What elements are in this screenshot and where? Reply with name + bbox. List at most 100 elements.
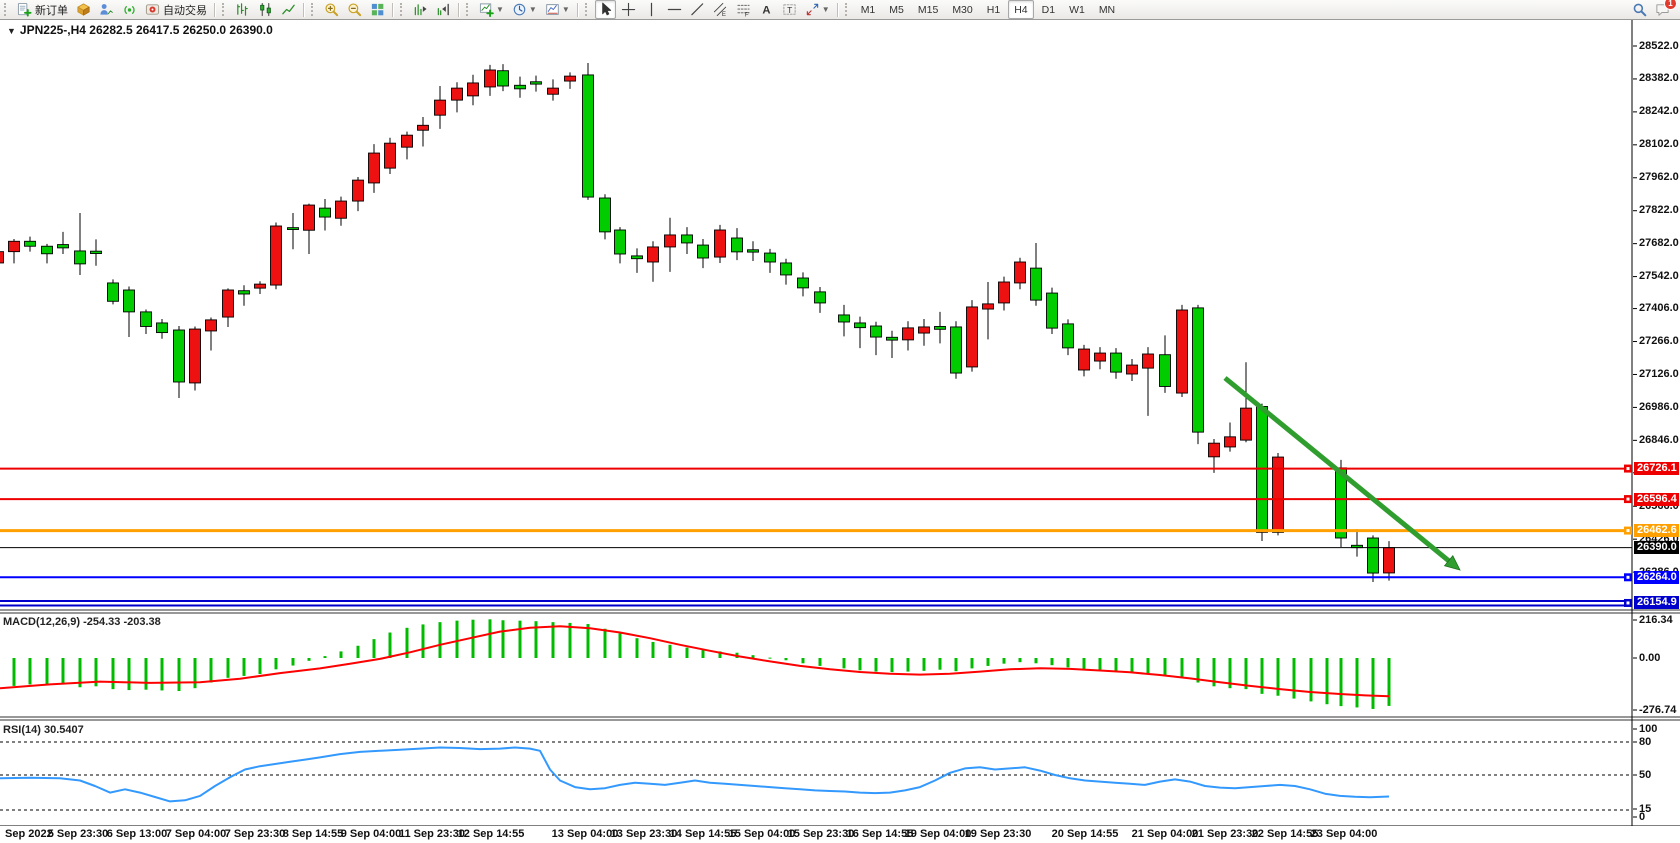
tf-mn[interactable]: MN xyxy=(1093,0,1121,19)
time-tick-label: 16 Sep 14:55 xyxy=(846,828,914,840)
vline-tool[interactable] xyxy=(641,0,662,19)
fibonacci-icon: F xyxy=(736,2,751,17)
toolbar-grip xyxy=(311,3,318,16)
time-tick-label: 22 Sep 14:55 xyxy=(1251,828,1319,840)
tf-w1-label: W1 xyxy=(1069,3,1085,16)
svg-text:F: F xyxy=(745,12,749,17)
hline-tool[interactable] xyxy=(664,0,685,19)
price-axis[interactable]: 28522.0 28382.0 28242.0 28102.0 27962.0 27822… xyxy=(1633,19,1680,826)
tf-m15-label: M15 xyxy=(917,3,939,16)
price-tick: 0.00 xyxy=(1639,651,1661,664)
text-label-tool[interactable]: T xyxy=(779,0,800,19)
price-tick: 27962.0 xyxy=(1639,171,1679,184)
chart-shift-icon xyxy=(413,2,428,17)
channel-tool[interactable]: E xyxy=(710,0,731,19)
macd-label: MACD(12,26,9) -254.33 -203.38 xyxy=(3,616,161,628)
vline-icon xyxy=(644,2,659,17)
text-a-icon: A xyxy=(759,2,774,17)
arrows-tool[interactable]: ▼ xyxy=(802,0,833,19)
tf-m15[interactable]: M15 xyxy=(912,0,944,19)
tf-d1[interactable]: D1 xyxy=(1036,0,1061,19)
toolbar-separator xyxy=(303,2,304,17)
price-tick: -276.74 xyxy=(1639,703,1677,716)
chart-shift2-icon xyxy=(436,2,451,17)
rsi-line xyxy=(0,746,1390,803)
candles xyxy=(0,62,1395,582)
tf-h1[interactable]: H1 xyxy=(981,0,1006,19)
chevron-down-icon[interactable]: ▼ xyxy=(7,26,16,36)
clock-icon xyxy=(512,2,527,17)
toolbar-grip xyxy=(584,3,592,16)
time-tick-label: 13 Sep 04:00 xyxy=(551,828,619,840)
toolbar-grip xyxy=(844,3,852,16)
tf-m5-label: M5 xyxy=(889,3,904,16)
auto-scroll-button[interactable] xyxy=(410,0,431,19)
profile-button[interactable] xyxy=(96,0,117,19)
new-order-button-label: 新订单 xyxy=(35,4,68,17)
person-chart-icon xyxy=(99,2,114,17)
zoom-in-button[interactable] xyxy=(321,0,342,19)
gold-cube-icon xyxy=(76,2,91,17)
time-tick-label: 6 Sep 13:00 xyxy=(106,828,168,840)
toolbar-separator xyxy=(836,2,838,17)
trend-arrow-annotation[interactable] xyxy=(1223,376,1461,571)
tf-h4[interactable]: H4 xyxy=(1008,0,1034,19)
chart-shift-button[interactable] xyxy=(433,0,454,19)
time-tick-label: 7 Sep 04:00 xyxy=(165,828,227,840)
autotrade-button[interactable]: 自动交易 xyxy=(142,0,210,19)
toolbar-separator xyxy=(458,2,459,17)
text-label-icon: T xyxy=(782,2,797,17)
new-order-button[interactable]: 新订单 xyxy=(14,0,71,19)
magnifier-icon xyxy=(1632,2,1647,17)
text-tool[interactable]: A xyxy=(756,0,777,19)
tile-windows-button[interactable] xyxy=(367,0,388,19)
price-tick: 80 xyxy=(1639,735,1652,748)
zoom-out-icon xyxy=(347,2,362,17)
price-tick: 27822.0 xyxy=(1639,204,1679,217)
template-button[interactable]: ▼ xyxy=(542,0,573,19)
new-order-icon xyxy=(17,2,32,17)
price-tick: 216.34 xyxy=(1639,613,1673,626)
tf-m1[interactable]: M1 xyxy=(855,0,882,19)
time-axis[interactable]: Sep 2022 5 Sep 23:30 6 Sep 13:00 7 Sep 04:0… xyxy=(0,826,1680,843)
tf-m5[interactable]: M5 xyxy=(883,0,910,19)
chevron-down-icon: ▼ xyxy=(821,5,830,14)
bar-chart-button[interactable] xyxy=(232,0,253,19)
period-button[interactable]: ▼ xyxy=(509,0,540,19)
time-tick-label: 11 Sep 23:30 xyxy=(398,828,466,840)
tf-w1[interactable]: W1 xyxy=(1063,0,1091,19)
candle-chart-button[interactable] xyxy=(255,0,276,19)
symbol-title: ▼ JPN225-,H4 26282.5 26417.5 26250.0 2639… xyxy=(7,23,273,37)
fibonacci-tool[interactable]: F xyxy=(733,0,754,19)
depth-of-market-button[interactable] xyxy=(73,0,94,19)
toolbar-groups: 新订单 自动交易 ▼ ▼ ▼ E F A T ▼ M1 M5 M15 M30 H1 H4 D1 W1 MN xyxy=(0,0,1122,19)
time-tick-label: 15 Sep 23:30 xyxy=(787,828,855,840)
hline-price-label: 26154.9 xyxy=(1634,596,1679,610)
channel-icon: E xyxy=(713,2,728,17)
time-tick-label: 7 Sep 23:30 xyxy=(224,828,286,840)
tf-m30[interactable]: M30 xyxy=(946,0,978,19)
zoom-in-icon xyxy=(324,2,339,17)
horizontal-lines[interactable] xyxy=(0,464,1632,607)
search-button[interactable] xyxy=(1629,0,1650,19)
trendline-tool[interactable] xyxy=(687,0,708,19)
tf-h1-label: H1 xyxy=(986,3,1001,16)
price-tick: 26986.0 xyxy=(1639,400,1679,413)
candles-chart-icon xyxy=(258,2,273,17)
arrows-icon xyxy=(805,2,820,17)
price-tick: 50 xyxy=(1639,768,1652,781)
crosshair-tool[interactable] xyxy=(618,0,639,19)
zoom-out-button[interactable] xyxy=(344,0,365,19)
line-chart-button[interactable] xyxy=(278,0,299,19)
time-tick-label: 19 Sep 04:00 xyxy=(904,828,972,840)
new-chart-button[interactable]: ▼ xyxy=(476,0,507,19)
signals-button[interactable] xyxy=(119,0,140,19)
cursor-tool[interactable] xyxy=(594,0,616,19)
notifications-button[interactable]: 1 xyxy=(1652,0,1677,19)
time-tick-label: 5 Sep 23:30 xyxy=(47,828,109,840)
price-tick: 26846.0 xyxy=(1639,433,1679,446)
price-tick: 28102.0 xyxy=(1639,138,1679,151)
price-tick: 27542.0 xyxy=(1639,270,1679,283)
